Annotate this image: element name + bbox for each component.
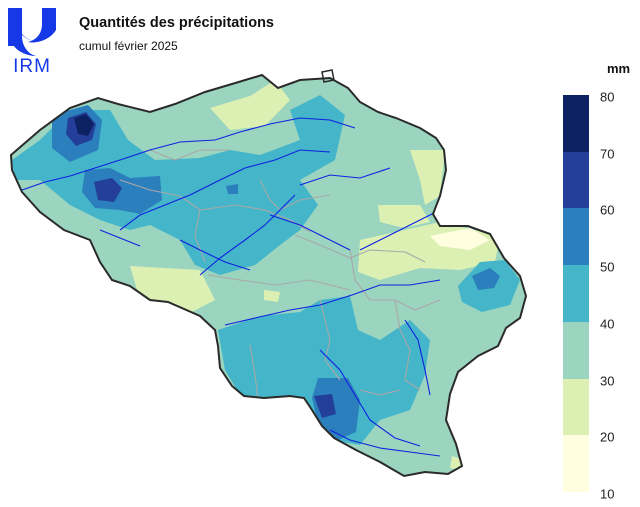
legend-tick-label: 10 xyxy=(600,486,615,502)
legend-tick-label: 80 xyxy=(600,89,615,105)
border-enclave xyxy=(321,69,335,83)
country-border xyxy=(9,73,528,478)
legend-swatch xyxy=(563,265,589,323)
legend-swatch xyxy=(563,95,589,153)
legend-color-bar xyxy=(563,95,589,493)
irm-logo-text: IRM xyxy=(13,56,51,74)
legend-tick-label: 40 xyxy=(600,316,615,332)
map-subtitle: cumul février 2025 xyxy=(79,39,178,53)
legend-tick-label: 60 xyxy=(600,202,615,218)
legend-swatch xyxy=(563,435,589,493)
legend-unit: mm xyxy=(607,61,631,76)
legend-swatch xyxy=(563,208,589,266)
legend-tick-label: 70 xyxy=(600,146,615,162)
irm-logo: IRM xyxy=(6,6,58,77)
legend-swatch xyxy=(563,321,589,380)
legend-tick-label: 20 xyxy=(600,429,615,445)
legend-tick-label: 50 xyxy=(600,259,615,275)
map-title: Quantités des précipitations xyxy=(79,15,274,31)
legend-tick-label: 30 xyxy=(600,373,615,389)
rivers xyxy=(21,117,441,457)
precipitation-fill xyxy=(11,75,526,476)
legend-swatch xyxy=(563,151,589,209)
legend-swatch xyxy=(563,378,589,436)
